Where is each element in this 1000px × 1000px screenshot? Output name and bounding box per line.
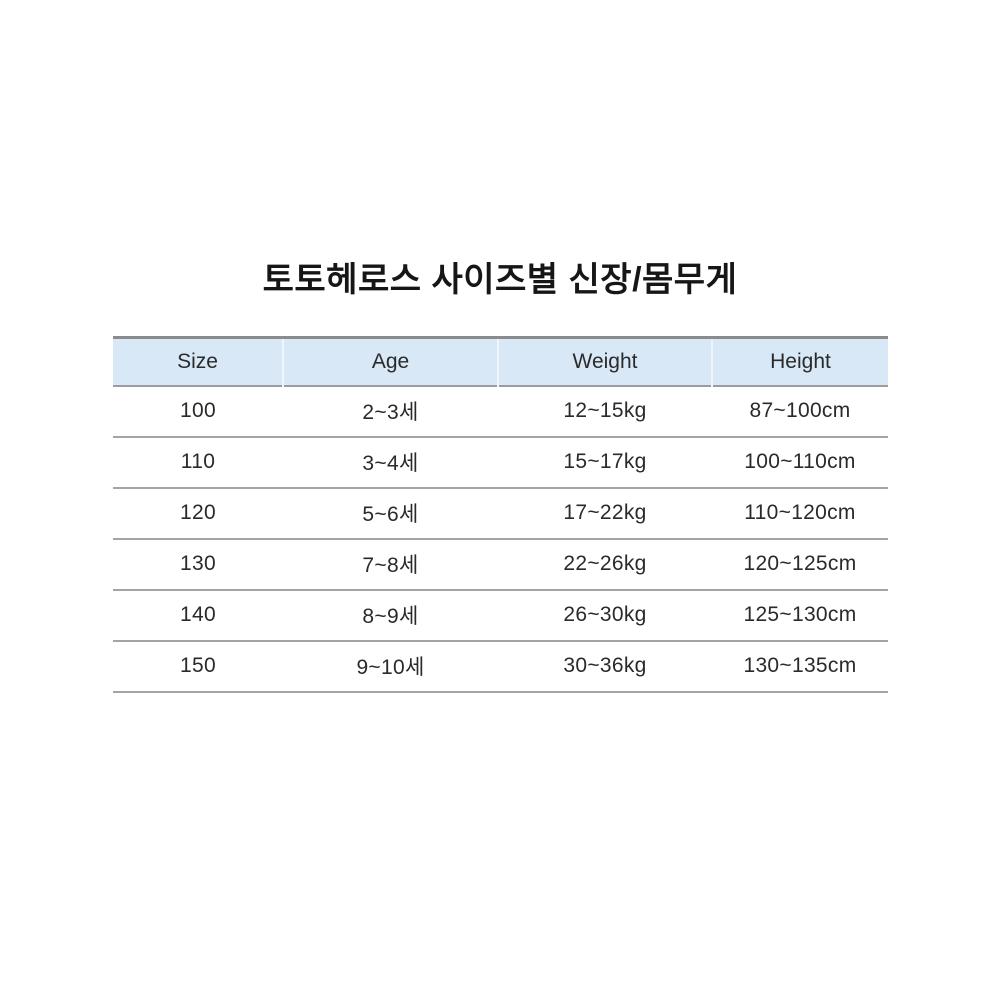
cell-age: 3~4세 [362, 452, 419, 475]
cell-weight: 12~15kg [563, 399, 647, 422]
cell-age: 7~8세 [362, 554, 419, 577]
cell-weight: 22~26kg [563, 552, 647, 575]
table-row: 110 3~4세 15~17kg 100~110cm [113, 437, 888, 488]
cell-size: 110 [180, 450, 216, 473]
cell-age: 2~3세 [362, 401, 419, 424]
cell-height: 120~125cm [743, 552, 857, 575]
cell-age: 9~10세 [356, 656, 425, 679]
cell-height: 100~110cm [744, 450, 856, 473]
cell-height: 125~130cm [743, 603, 857, 626]
page-title: 토토헤로스 사이즈별 신장/몸무게 [262, 261, 738, 299]
column-header-height: Height [711, 337, 888, 386]
cell-size: 140 [180, 603, 216, 626]
cell-height: 87~100cm [749, 399, 851, 422]
cell-age: 5~6세 [362, 503, 419, 526]
cell-size: 120 [180, 501, 216, 524]
cell-weight: 15~17kg [563, 450, 647, 473]
table-header-row: Size Age Weight Height [113, 337, 888, 386]
column-header-size: Size [177, 349, 218, 373]
cell-weight: 26~30kg [563, 603, 647, 626]
cell-size: 150 [180, 654, 216, 677]
cell-height: 130~135cm [743, 654, 857, 677]
table-row: 150 9~10세 30~36kg 130~135cm [113, 641, 888, 692]
cell-age: 8~9세 [362, 605, 419, 628]
column-header-weight: Weight [497, 337, 712, 386]
cell-size: 100 [180, 399, 216, 422]
column-header-age: Age [282, 337, 498, 386]
table-row: 130 7~8세 22~26kg 120~125cm [113, 539, 888, 590]
table-row: 120 5~6세 17~22kg 110~120cm [113, 488, 888, 539]
cell-size: 130 [180, 552, 216, 575]
table-row: 140 8~9세 26~30kg 125~130cm [113, 590, 888, 641]
size-chart-table: Size Age Weight Height 100 2~3세 12~15kg … [113, 336, 888, 693]
cell-weight: 17~22kg [563, 501, 647, 524]
cell-height: 110~120cm [744, 501, 856, 524]
table-row: 100 2~3세 12~15kg 87~100cm [113, 386, 888, 437]
cell-weight: 30~36kg [563, 654, 647, 677]
